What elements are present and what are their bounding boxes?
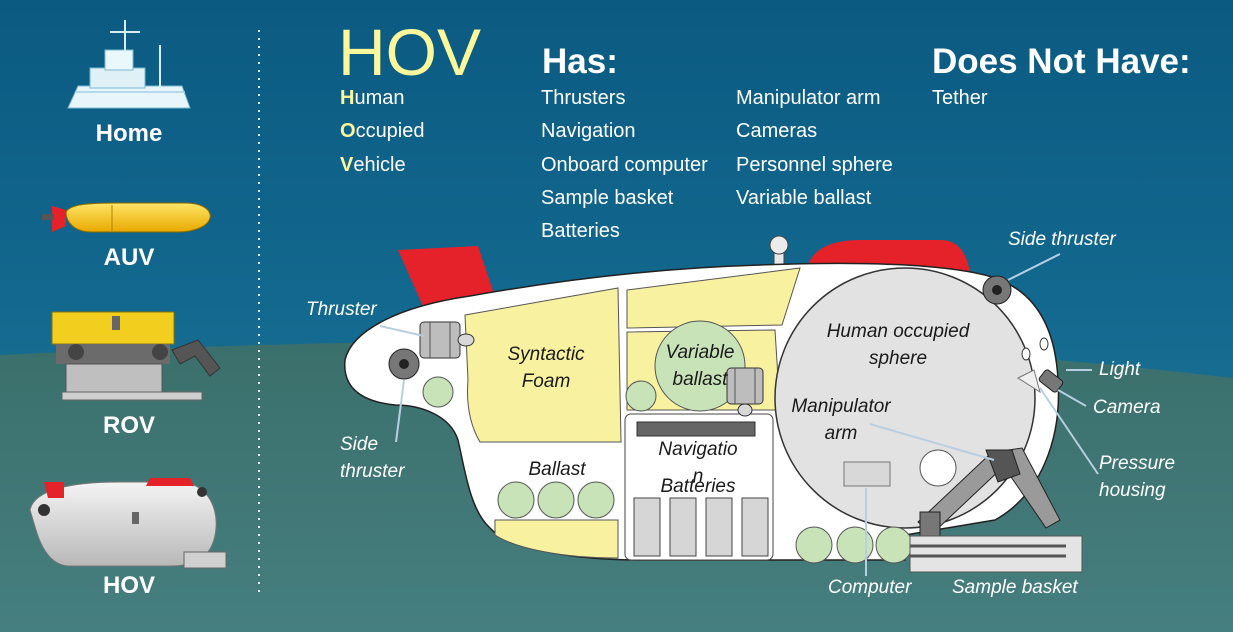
label-light: Light [1099, 359, 1141, 380]
label-human-sphere: Human occupied sphere [826, 321, 970, 369]
label-camera: Camera [1093, 397, 1161, 418]
side-thruster-left [388, 348, 420, 380]
has-item: Cameras [736, 120, 818, 142]
has-item: Personnel sphere [736, 154, 893, 176]
rov-icon [51, 311, 221, 401]
has-item: Batteries [541, 220, 620, 242]
label-pressure-housing: Pressure housing [1099, 453, 1176, 501]
nav-label-hov[interactable]: HOV [102, 572, 155, 599]
acronym-line: Occupied [340, 120, 425, 142]
foam-zone [626, 267, 801, 329]
computer-box [843, 461, 891, 487]
label-variable-ballast: Variable ballast [665, 342, 735, 390]
nav-label-rov[interactable]: ROV [102, 412, 155, 439]
has-item: Variable ballast [736, 187, 872, 209]
personnel-sphere [774, 267, 1036, 529]
variable-ballast-thruster [726, 367, 764, 417]
manipulator-arm [917, 447, 1061, 537]
acronym-line: Human [340, 87, 405, 109]
label-side-thruster-right: Side thruster [1008, 229, 1116, 250]
not-have-heading: Does Not Have: [932, 42, 1191, 81]
label-ballast: Ballast [528, 459, 586, 480]
has-item: Navigation [541, 120, 636, 142]
has-item: Manipulator arm [736, 87, 881, 109]
label-navigation: Navigatio n [658, 439, 738, 487]
label-batteries: Batteries [660, 476, 736, 497]
foam-zone [464, 287, 622, 443]
nav-label-home[interactable]: Home [95, 120, 163, 147]
label-thruster: Thruster [306, 299, 377, 320]
auv-icon [42, 202, 211, 233]
sample-basket [909, 535, 1083, 573]
foam-zone [494, 519, 619, 559]
has-item: Thrusters [541, 87, 626, 109]
has-item: Onboard computer [541, 154, 708, 176]
page-title: HOV [338, 15, 482, 89]
has-heading: Has: [542, 42, 618, 81]
hov-icon [29, 478, 227, 569]
acronym-line: Vehicle [340, 154, 406, 176]
side-thruster-right [982, 275, 1012, 305]
thruster-rear [419, 321, 475, 359]
label-sample-basket: Sample basket [952, 577, 1078, 598]
label-manipulator-arm: Manipulator arm [791, 396, 891, 444]
ship-icon [67, 20, 191, 109]
label-computer: Computer [828, 577, 912, 598]
battery-housing [624, 413, 774, 561]
has-item: Sample basket [541, 187, 674, 209]
label-side-thruster-left: Side thruster [340, 434, 405, 482]
variable-ballast-tank [654, 320, 746, 412]
nav-label-auv[interactable]: AUV [103, 244, 155, 271]
not-have-item: Tether [932, 87, 988, 109]
label-syntactic-foam: Syntactic Foam [507, 344, 585, 392]
